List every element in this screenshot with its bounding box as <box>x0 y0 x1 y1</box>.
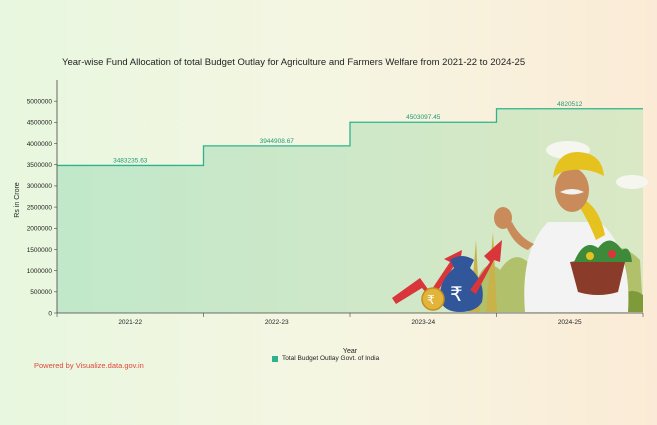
y-tick-label: 2000000 <box>27 226 53 233</box>
y-tick-label: 2500000 <box>27 204 53 211</box>
y-axis-title: Rs in Crore <box>14 182 21 218</box>
svg-text:₹: ₹ <box>450 282 463 306</box>
y-tick-label: 4000000 <box>27 141 53 148</box>
y-tick-label: 3500000 <box>27 162 53 169</box>
y-tick-label: 5000000 <box>27 98 53 105</box>
x-axis-title: Year <box>343 348 358 355</box>
series-line <box>57 108 643 167</box>
legend-swatch <box>272 355 278 362</box>
area-layer <box>57 108 643 313</box>
legend[interactable]: Total Budget Outlay Govt. of India <box>272 355 379 362</box>
legend-label: Total Budget Outlay Govt. of India <box>282 355 380 362</box>
svg-text:₹: ₹ <box>427 293 435 307</box>
x-tick-label: 2023-24 <box>411 319 435 326</box>
data-label: 3483235.63 <box>113 157 148 164</box>
y-tick-label: 1000000 <box>27 268 53 275</box>
x-tick-label: 2021-22 <box>118 319 142 326</box>
data-label: 4820512 <box>557 101 583 108</box>
data-labels: 3483235.63 3944908.67 4503097.45 4820512 <box>113 101 583 165</box>
y-tick-label: 3000000 <box>27 183 53 190</box>
x-ticks: 2021-22 2022-23 2023-24 2024-25 <box>56 313 644 326</box>
y-tick-label: 0 <box>48 310 52 317</box>
y-tick-label: 500000 <box>30 289 52 296</box>
data-label: 4503097.45 <box>406 114 441 121</box>
y-ticks: 0 500000 1000000 1500000 2000000 2500000 30000… <box>27 98 57 317</box>
data-label: 3944908.67 <box>260 138 295 145</box>
powered-by-link[interactable]: Powered by Visualize.data.gov.in <box>34 361 144 370</box>
y-tick-label: 1500000 <box>27 247 53 254</box>
farmer-illustration: ₹ ₹ <box>392 141 648 312</box>
y-tick-label: 4500000 <box>27 120 53 127</box>
x-tick-label: 2022-23 <box>265 319 289 326</box>
chart-title: Year-wise Fund Allocation of total Budge… <box>62 57 525 68</box>
x-tick-label: 2024-25 <box>558 319 582 326</box>
